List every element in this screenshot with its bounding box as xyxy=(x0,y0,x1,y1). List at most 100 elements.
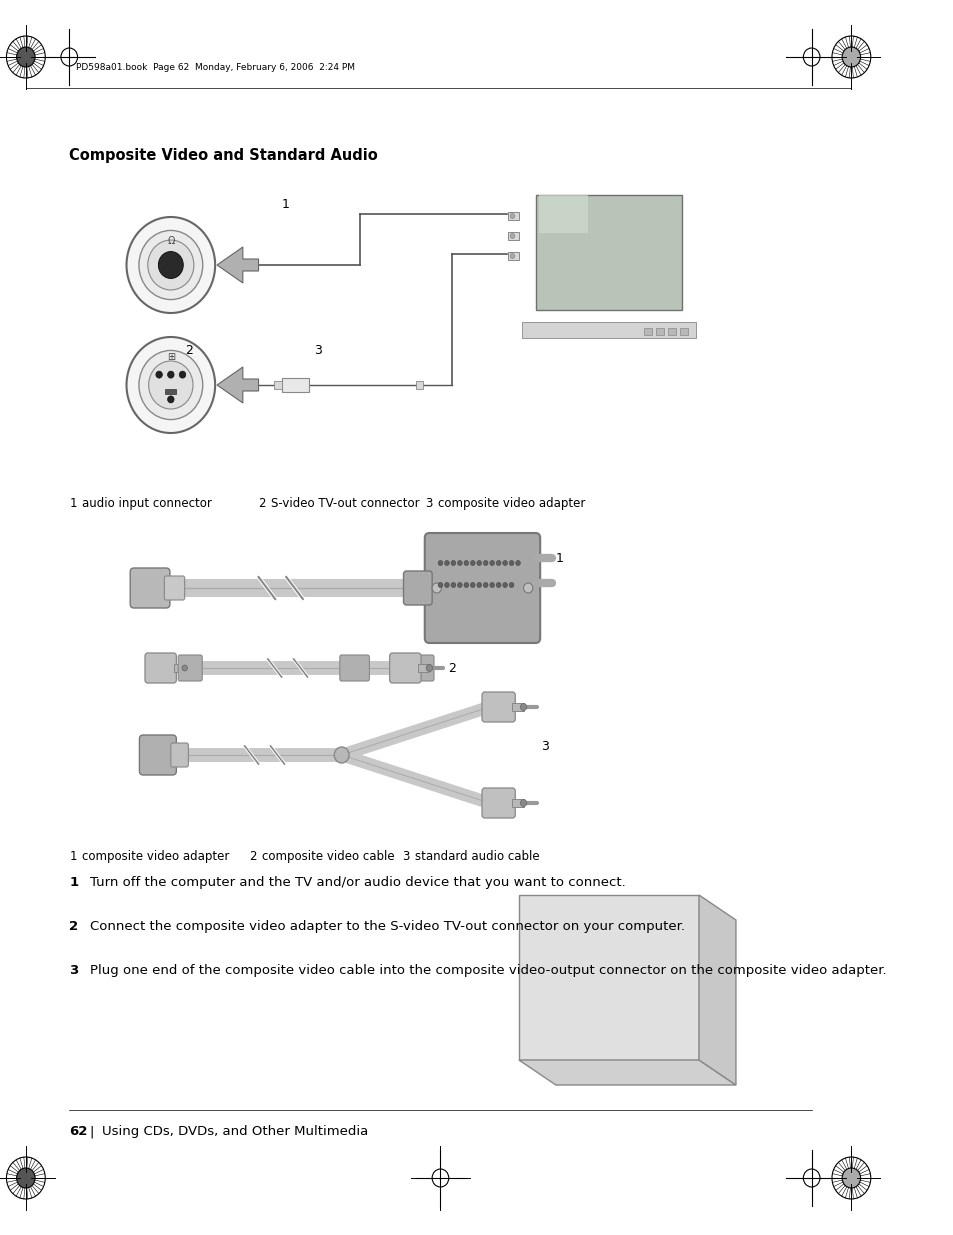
Circle shape xyxy=(496,561,500,566)
Circle shape xyxy=(437,561,442,566)
Text: standard audio cable: standard audio cable xyxy=(415,850,538,863)
Bar xyxy=(165,389,176,394)
Circle shape xyxy=(158,252,183,278)
FancyBboxPatch shape xyxy=(171,743,188,767)
Circle shape xyxy=(502,583,507,588)
Bar xyxy=(521,322,696,338)
Text: 3: 3 xyxy=(314,343,321,357)
Circle shape xyxy=(519,799,526,806)
Text: 3: 3 xyxy=(70,965,78,977)
FancyBboxPatch shape xyxy=(164,576,185,600)
Circle shape xyxy=(155,372,162,378)
FancyBboxPatch shape xyxy=(145,653,176,683)
Bar xyxy=(173,664,185,672)
Bar xyxy=(535,195,681,310)
Text: 2: 2 xyxy=(185,343,193,357)
Text: 3: 3 xyxy=(401,850,409,863)
Circle shape xyxy=(451,561,456,566)
Circle shape xyxy=(510,253,515,258)
Bar xyxy=(512,703,523,711)
Polygon shape xyxy=(518,1060,735,1086)
Bar xyxy=(679,329,687,335)
Bar xyxy=(643,329,651,335)
Text: composite video adapter: composite video adapter xyxy=(437,496,584,510)
Bar xyxy=(507,232,518,240)
Circle shape xyxy=(516,561,519,566)
Circle shape xyxy=(510,214,515,219)
Text: 1: 1 xyxy=(70,496,76,510)
Text: Ω: Ω xyxy=(167,236,174,246)
FancyBboxPatch shape xyxy=(481,788,515,818)
Text: Plug one end of the composite video cable into the composite video-output connec: Plug one end of the composite video cabl… xyxy=(90,965,885,977)
Text: PD598a01.book  Page 62  Monday, February 6, 2006  2:24 PM: PD598a01.book Page 62 Monday, February 6… xyxy=(75,63,355,73)
Circle shape xyxy=(496,583,500,588)
Circle shape xyxy=(451,583,456,588)
Circle shape xyxy=(457,561,461,566)
Circle shape xyxy=(463,561,468,566)
Bar xyxy=(655,329,663,335)
FancyBboxPatch shape xyxy=(178,655,202,680)
Circle shape xyxy=(502,561,507,566)
Circle shape xyxy=(489,583,494,588)
Circle shape xyxy=(470,561,475,566)
FancyBboxPatch shape xyxy=(404,655,434,680)
FancyBboxPatch shape xyxy=(339,655,369,680)
Bar xyxy=(538,195,588,233)
Text: 2: 2 xyxy=(447,662,456,674)
FancyBboxPatch shape xyxy=(389,653,420,683)
Circle shape xyxy=(127,217,215,312)
Bar xyxy=(512,799,523,806)
Circle shape xyxy=(444,561,449,566)
Circle shape xyxy=(523,583,532,593)
Text: 62: 62 xyxy=(70,1125,88,1137)
Circle shape xyxy=(841,1168,860,1188)
Text: 1: 1 xyxy=(556,552,563,564)
FancyBboxPatch shape xyxy=(139,735,176,776)
Text: Connect the composite video adapter to the S-video TV-out connector on your comp: Connect the composite video adapter to t… xyxy=(90,920,684,932)
Circle shape xyxy=(182,664,187,671)
Text: |: | xyxy=(90,1125,93,1137)
Circle shape xyxy=(470,583,475,588)
Text: Turn off the computer and the TV and/or audio device that you want to connect.: Turn off the computer and the TV and/or … xyxy=(90,876,624,889)
Text: 2: 2 xyxy=(249,850,256,863)
Circle shape xyxy=(476,561,481,566)
Text: 1: 1 xyxy=(70,850,76,863)
Circle shape xyxy=(139,231,203,300)
Circle shape xyxy=(16,1168,35,1188)
Circle shape xyxy=(509,583,514,588)
Circle shape xyxy=(168,396,173,403)
Bar xyxy=(667,329,676,335)
Bar xyxy=(507,212,518,220)
Text: audio input connector: audio input connector xyxy=(82,496,212,510)
Circle shape xyxy=(509,561,514,566)
Bar xyxy=(417,664,429,672)
Text: composite video adapter: composite video adapter xyxy=(82,850,230,863)
Polygon shape xyxy=(518,895,699,1060)
Circle shape xyxy=(519,704,526,710)
Circle shape xyxy=(139,351,203,420)
FancyBboxPatch shape xyxy=(424,534,539,643)
Circle shape xyxy=(432,583,441,593)
Circle shape xyxy=(841,47,860,67)
FancyBboxPatch shape xyxy=(130,568,170,608)
Circle shape xyxy=(179,372,186,378)
Bar xyxy=(281,378,309,391)
Text: composite video cable: composite video cable xyxy=(262,850,395,863)
Circle shape xyxy=(334,747,349,763)
Circle shape xyxy=(489,561,494,566)
Circle shape xyxy=(168,372,173,378)
Text: 3: 3 xyxy=(540,741,548,753)
FancyBboxPatch shape xyxy=(481,692,515,722)
Circle shape xyxy=(437,583,442,588)
Circle shape xyxy=(457,583,461,588)
Circle shape xyxy=(483,561,488,566)
Text: Composite Video and Standard Audio: Composite Video and Standard Audio xyxy=(70,148,377,163)
Circle shape xyxy=(463,583,468,588)
Text: S-video TV-out connector: S-video TV-out connector xyxy=(272,496,419,510)
Bar xyxy=(274,382,281,389)
Bar xyxy=(507,252,518,261)
Circle shape xyxy=(476,583,481,588)
Circle shape xyxy=(16,47,35,67)
Circle shape xyxy=(444,583,449,588)
Circle shape xyxy=(510,233,515,238)
